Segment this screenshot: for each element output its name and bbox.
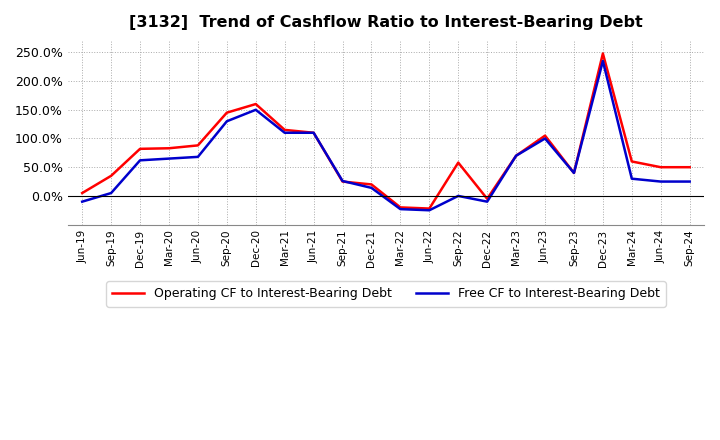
Operating CF to Interest-Bearing Debt: [598, 51, 607, 56]
Line: Free CF to Interest-Bearing Debt: Free CF to Interest-Bearing Debt: [82, 61, 690, 210]
Operating CF to Interest-Bearing Debt: [657, 165, 665, 170]
Free CF to Interest-Bearing Debt: [628, 176, 636, 181]
Free CF to Interest-Bearing Debt: [570, 170, 578, 176]
Operating CF to Interest-Bearing Debt: [338, 179, 347, 184]
Operating CF to Interest-Bearing Debt: [628, 159, 636, 164]
Operating CF to Interest-Bearing Debt: [165, 146, 174, 151]
Free CF to Interest-Bearing Debt: [338, 178, 347, 183]
Free CF to Interest-Bearing Debt: [136, 158, 145, 163]
Free CF to Interest-Bearing Debt: [454, 193, 462, 198]
Free CF to Interest-Bearing Debt: [425, 208, 433, 213]
Free CF to Interest-Bearing Debt: [685, 179, 694, 184]
Operating CF to Interest-Bearing Debt: [512, 153, 521, 158]
Operating CF to Interest-Bearing Debt: [222, 110, 231, 115]
Free CF to Interest-Bearing Debt: [396, 206, 405, 212]
Free CF to Interest-Bearing Debt: [78, 199, 86, 204]
Operating CF to Interest-Bearing Debt: [454, 160, 462, 165]
Operating CF to Interest-Bearing Debt: [367, 182, 376, 187]
Free CF to Interest-Bearing Debt: [598, 59, 607, 64]
Operating CF to Interest-Bearing Debt: [251, 101, 260, 106]
Free CF to Interest-Bearing Debt: [107, 191, 115, 196]
Operating CF to Interest-Bearing Debt: [396, 205, 405, 210]
Free CF to Interest-Bearing Debt: [251, 107, 260, 113]
Free CF to Interest-Bearing Debt: [165, 156, 174, 161]
Free CF to Interest-Bearing Debt: [310, 130, 318, 136]
Operating CF to Interest-Bearing Debt: [685, 165, 694, 170]
Operating CF to Interest-Bearing Debt: [280, 127, 289, 132]
Operating CF to Interest-Bearing Debt: [78, 191, 86, 196]
Free CF to Interest-Bearing Debt: [541, 136, 549, 141]
Operating CF to Interest-Bearing Debt: [570, 170, 578, 176]
Free CF to Interest-Bearing Debt: [657, 179, 665, 184]
Legend: Operating CF to Interest-Bearing Debt, Free CF to Interest-Bearing Debt: Operating CF to Interest-Bearing Debt, F…: [106, 281, 666, 307]
Free CF to Interest-Bearing Debt: [194, 154, 202, 160]
Free CF to Interest-Bearing Debt: [483, 199, 492, 204]
Free CF to Interest-Bearing Debt: [222, 119, 231, 124]
Operating CF to Interest-Bearing Debt: [483, 196, 492, 202]
Operating CF to Interest-Bearing Debt: [541, 133, 549, 138]
Operating CF to Interest-Bearing Debt: [310, 130, 318, 136]
Operating CF to Interest-Bearing Debt: [136, 146, 145, 151]
Free CF to Interest-Bearing Debt: [280, 130, 289, 136]
Operating CF to Interest-Bearing Debt: [107, 173, 115, 179]
Free CF to Interest-Bearing Debt: [512, 153, 521, 158]
Line: Operating CF to Interest-Bearing Debt: Operating CF to Interest-Bearing Debt: [82, 54, 690, 209]
Title: [3132]  Trend of Cashflow Ratio to Interest-Bearing Debt: [3132] Trend of Cashflow Ratio to Intere…: [129, 15, 643, 30]
Free CF to Interest-Bearing Debt: [367, 185, 376, 191]
Operating CF to Interest-Bearing Debt: [425, 206, 433, 211]
Operating CF to Interest-Bearing Debt: [194, 143, 202, 148]
